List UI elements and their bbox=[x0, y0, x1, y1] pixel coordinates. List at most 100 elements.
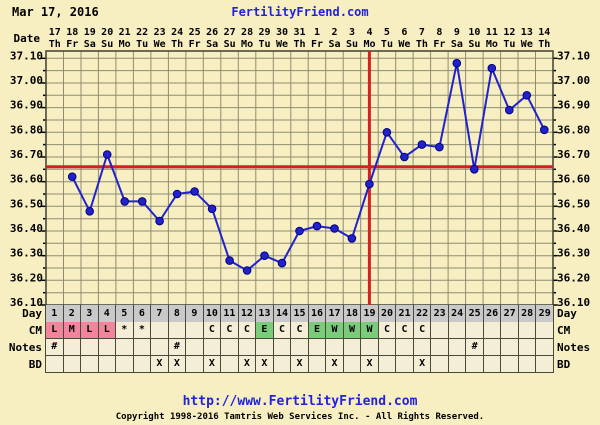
weekday-cell: Sa bbox=[328, 39, 341, 50]
cm-row-cell bbox=[448, 322, 467, 338]
notes-row-label-l: Notes bbox=[8, 341, 42, 354]
cm-row-cell bbox=[536, 322, 553, 338]
temperature-point bbox=[382, 128, 392, 137]
day-row-cell: 28 bbox=[518, 305, 537, 322]
notes-row-cell bbox=[221, 339, 239, 355]
notes-row-cell bbox=[536, 339, 553, 355]
cm-row-cell bbox=[151, 322, 169, 338]
day-row-cell: 14 bbox=[273, 305, 292, 322]
weekday-cell: Mo bbox=[118, 39, 131, 50]
weekday-cell: Th bbox=[538, 39, 551, 50]
cm-row-cell: C bbox=[291, 322, 309, 338]
notes-row-cell bbox=[413, 339, 432, 355]
bd-row-cell bbox=[343, 356, 362, 372]
date-cell: 26 bbox=[206, 27, 219, 38]
cm-row-label-r: CM bbox=[557, 324, 571, 337]
date-cell: 13 bbox=[520, 27, 533, 38]
day-row-cell: 15 bbox=[291, 305, 309, 322]
weekday-cell: Th bbox=[48, 39, 61, 50]
bd-row-cell: X bbox=[151, 356, 169, 372]
cm-row-cell: L bbox=[98, 322, 117, 338]
bd-row-cell bbox=[501, 356, 519, 372]
temperature-point bbox=[295, 226, 304, 236]
temperature-point bbox=[487, 63, 497, 73]
footer-url-link[interactable]: http://www.FertilityFriend.com bbox=[182, 394, 418, 409]
temperature-point bbox=[260, 251, 269, 260]
bd-row-cell: X bbox=[256, 356, 274, 372]
day-row-cell: 4 bbox=[98, 305, 117, 322]
weekday-cell: Fr bbox=[66, 39, 79, 50]
temperature-point bbox=[242, 266, 252, 275]
day-row-cell: 18 bbox=[343, 305, 362, 322]
weekday-cell: Th bbox=[293, 39, 306, 50]
y-tick-right: 36.60 bbox=[557, 173, 590, 186]
day-row-cell: 22 bbox=[413, 305, 432, 322]
temperature-point bbox=[365, 179, 374, 189]
day-row-cell: 10 bbox=[203, 305, 222, 322]
notes-row-cell bbox=[396, 339, 414, 355]
bd-row-cell bbox=[81, 356, 99, 372]
cm-row-cell: C bbox=[413, 322, 432, 338]
temperature-point bbox=[67, 172, 77, 181]
bd-row-cell bbox=[308, 356, 327, 372]
bd-row-cell bbox=[273, 356, 292, 372]
bd-row-cell bbox=[133, 356, 152, 372]
cm-row-cell: C bbox=[203, 322, 222, 338]
date-axis-label: Date bbox=[13, 32, 41, 45]
notes-row-cell bbox=[203, 339, 222, 355]
day-row-cell: 20 bbox=[378, 305, 397, 322]
weekday-cell: Mo bbox=[485, 39, 498, 50]
y-tick-left: 36.10 bbox=[10, 296, 43, 309]
bd-row-cell: X bbox=[238, 356, 257, 372]
notes-row-cell bbox=[518, 339, 537, 355]
site-link[interactable]: FertilityFriend.com bbox=[231, 5, 369, 19]
notes-row-cell bbox=[378, 339, 397, 355]
date-cell: 11 bbox=[485, 27, 498, 38]
temperature-point bbox=[102, 150, 112, 159]
date-cell: 1 bbox=[313, 27, 321, 38]
day-row-cell: 26 bbox=[483, 305, 502, 322]
cm-row-cell: C bbox=[273, 322, 292, 338]
weekday-cell: Th bbox=[171, 39, 184, 50]
date-cell: 28 bbox=[241, 27, 254, 38]
day-row-cell: 3 bbox=[81, 305, 99, 322]
day-row-cell: 25 bbox=[466, 305, 484, 322]
y-tick-right: 37.00 bbox=[557, 74, 590, 87]
day-row-cell: 27 bbox=[501, 305, 519, 322]
y-tick-left: 36.50 bbox=[10, 197, 43, 210]
bd-row-cell: X bbox=[203, 356, 222, 372]
y-tick-left: 37.00 bbox=[10, 74, 43, 87]
cm-row-cell: L bbox=[81, 322, 99, 338]
bd-row-label-r: BD bbox=[557, 358, 571, 371]
cm-row-cell bbox=[168, 322, 187, 338]
cm-row-cell bbox=[501, 322, 519, 338]
weekday-cell: Su bbox=[223, 39, 236, 50]
temperature-point bbox=[155, 216, 164, 226]
bd-row-cell bbox=[116, 356, 134, 372]
footer-copyright: Copyright 1998-2016 Tamtris Web Services… bbox=[115, 412, 485, 422]
weekday-cell: Th bbox=[415, 39, 428, 50]
day-row: 1 2 3 4 5 6 7 8 9 10 11 12 13 14 15 16 17 18 19 20 21 22 23 24 2… bbox=[45, 305, 554, 323]
notes-row-cell bbox=[273, 339, 292, 355]
y-tick-right: 36.20 bbox=[557, 271, 590, 284]
notes-row-cell bbox=[343, 339, 362, 355]
cm-row-cell bbox=[431, 322, 449, 338]
cm-row-cell: E bbox=[308, 322, 327, 338]
notes-row-cell bbox=[63, 339, 82, 355]
temperature-point bbox=[85, 207, 94, 216]
y-tick-right: 36.70 bbox=[557, 148, 590, 161]
notes-row-cell: # bbox=[466, 339, 484, 355]
weekday-cell: Fr bbox=[433, 39, 446, 50]
temperature-point bbox=[470, 165, 479, 174]
weekday-row: Th Fr Sa Su Mo Tu We Th Fr Sa Su Mo Tu We Th Fr Sa Su Mo Tu… bbox=[46, 39, 553, 51]
temperature-point bbox=[540, 125, 549, 135]
notes-row-cell bbox=[81, 339, 99, 355]
weekday-cell: Sa bbox=[450, 39, 463, 50]
bd-row-cell bbox=[536, 356, 553, 372]
bd-row-cell bbox=[466, 356, 484, 372]
y-tick-left: 36.40 bbox=[10, 222, 43, 235]
day-row-label-l: Day bbox=[22, 307, 42, 320]
notes-row-cell bbox=[326, 339, 344, 355]
weekday-cell: We bbox=[153, 39, 166, 50]
